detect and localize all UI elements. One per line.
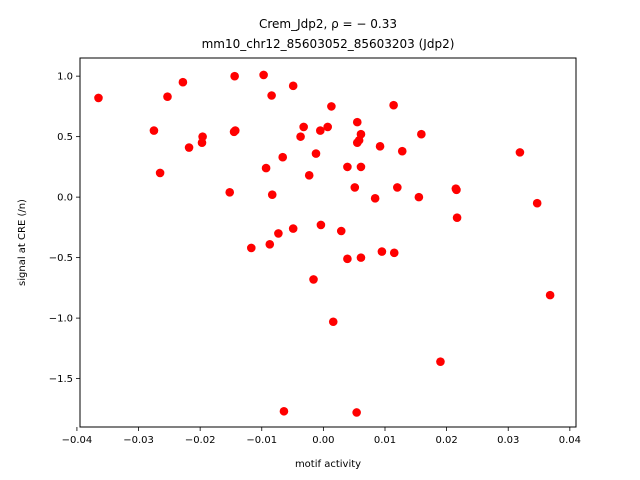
data-point [149,126,159,135]
x-tick-label: −0.01 [246,435,277,446]
data-point [515,148,525,157]
data-point [356,129,366,139]
data-point [304,171,314,180]
x-tick-label: −0.04 [62,435,93,446]
data-point [230,126,240,135]
y-axis-label-text: signal at CRE (/n) [17,199,28,286]
data-points [94,70,555,417]
data-point [267,91,276,100]
data-point [246,243,256,253]
data-point [532,198,542,208]
x-tick-label: 0.00 [312,435,334,446]
x-axis-label: motif activity [295,459,361,470]
data-point [155,168,165,178]
data-point [343,162,352,172]
y-axis-ticks: −1.5 −1.0 −0.5 0.0 0.5 1.0 [49,72,80,385]
y-tick-label: −0.5 [49,253,73,264]
data-point [265,240,275,249]
data-point [225,187,235,197]
data-point [370,194,380,203]
data-point [288,224,298,233]
y-tick-label: 0.5 [57,132,73,143]
data-point [545,290,555,300]
data-point [261,163,271,173]
x-tick-label: 0.02 [435,435,457,446]
data-point [389,100,398,110]
x-tick-label: 0.03 [497,435,519,446]
data-point [178,77,188,87]
data-point [274,229,283,238]
data-point [350,183,360,192]
x-tick-label: 0.01 [374,435,396,446]
chart-title-line2: mm10_chr12_85603052_85603203 (Jdp2) [202,37,455,51]
data-point [452,213,462,222]
data-point [352,117,362,127]
data-point [198,132,207,141]
data-point [296,132,305,141]
x-axis-ticks: −0.04 −0.03 −0.02 −0.01 0.00 0.01 0.02 0.03 0.04 [62,427,581,446]
data-point [397,146,407,156]
x-tick-label: −0.03 [123,435,154,446]
data-point [389,248,399,258]
data-point [299,122,308,132]
data-point [414,192,424,202]
chart-title-line1: Crem_Jdp2, ρ = − 0.33 [259,17,397,31]
data-point [393,183,402,192]
y-tick-label: −1.5 [49,374,73,385]
data-point [94,93,103,103]
data-point [163,92,172,102]
data-point [278,152,288,162]
data-point [316,126,325,135]
y-axis-label: signal at CRE (/n) [17,199,28,286]
data-point [356,162,366,172]
data-point [259,70,268,80]
y-tick-label: 0.0 [57,193,73,204]
y-tick-label: −1.0 [49,314,73,325]
data-point [184,143,194,152]
data-point [323,122,332,132]
data-point [452,185,461,195]
data-point [288,81,298,91]
plot-area-frame [79,57,577,428]
data-point [267,190,277,200]
data-point [343,254,352,264]
data-point [417,129,426,139]
data-point [377,247,387,256]
y-tick-label: 1.0 [57,72,73,83]
data-point [279,406,289,416]
data-point [352,408,361,417]
data-point [230,71,239,81]
data-point [436,357,445,366]
data-point [316,220,326,230]
data-point [375,142,385,151]
data-point [328,317,338,327]
data-point [309,275,318,284]
data-point [356,253,366,262]
x-tick-label: −0.02 [185,435,216,446]
data-point [327,102,336,111]
data-point [336,226,346,236]
data-point [311,149,321,158]
x-tick-label: 0.04 [559,435,581,446]
